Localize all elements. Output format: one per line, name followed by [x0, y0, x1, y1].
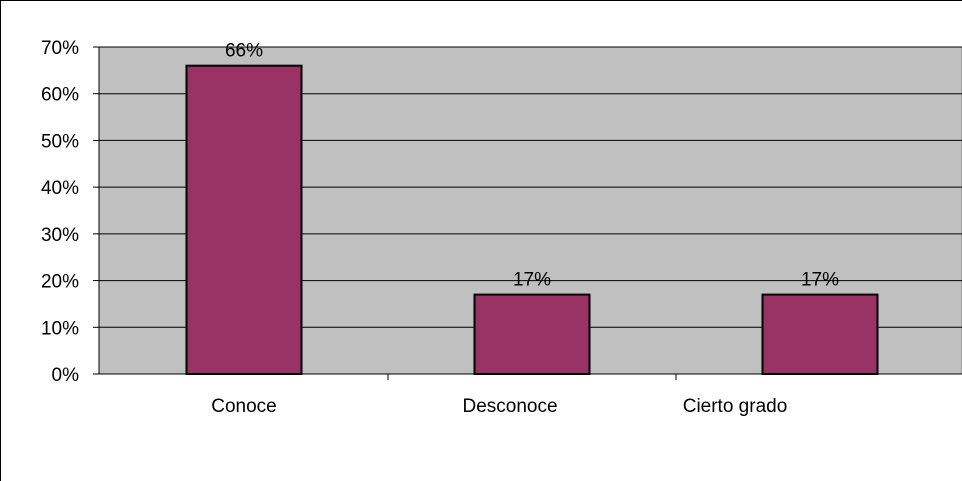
bar-conoce [185, 64, 303, 376]
y-tick-label: 10% [41, 318, 79, 339]
data-label: 17% [513, 270, 551, 291]
y-tick-label: 0% [52, 365, 80, 386]
y-tick-label: 30% [41, 225, 79, 246]
data-label: 17% [801, 270, 839, 291]
y-tick-label: 60% [41, 85, 79, 106]
x-axis: Conoce Desconoce Cierto grado [99, 373, 962, 417]
x-tick-label: Desconoce [462, 396, 557, 417]
bar-desconoce [473, 293, 591, 376]
y-tick-label: 70% [41, 38, 79, 59]
bars [185, 64, 879, 376]
y-tick-label: 40% [41, 178, 79, 199]
y-axis-ticks: 0% 10% 20% 30% 40% 50% 60% 70% [41, 38, 100, 386]
data-labels: 66% 17% 17% [225, 41, 839, 291]
x-tick-label: Cierto grado [683, 396, 788, 417]
y-tick-label: 20% [41, 272, 79, 293]
bar-cierto-grado [761, 293, 879, 376]
y-tick-label: 50% [41, 131, 79, 152]
x-tick-label: Conoce [211, 396, 277, 417]
data-label: 66% [225, 41, 263, 62]
